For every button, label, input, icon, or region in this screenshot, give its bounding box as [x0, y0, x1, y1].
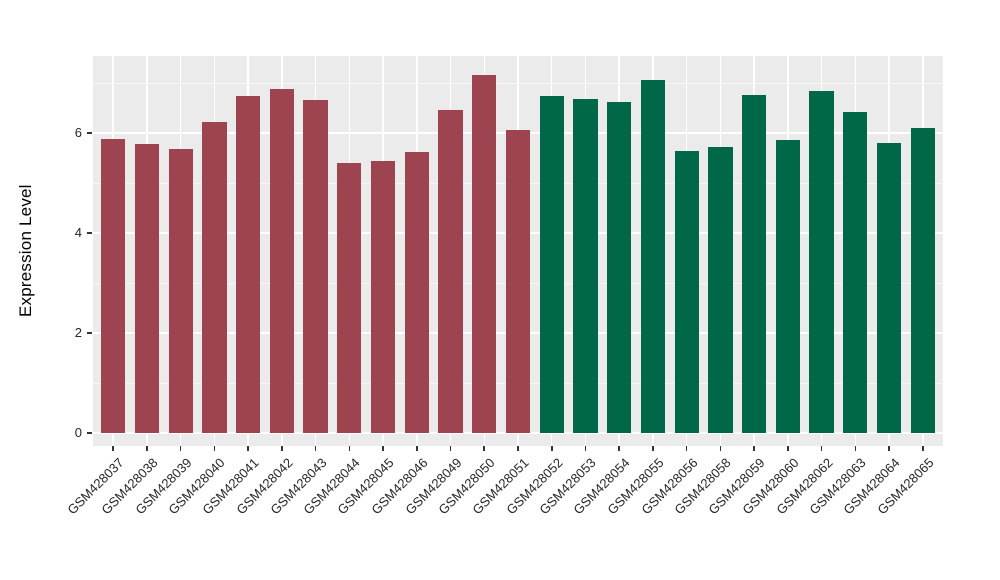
bar-GSM428062	[809, 91, 834, 433]
bar-GSM428064	[876, 142, 902, 433]
bar-GSM428045	[370, 160, 396, 433]
bar-GSM428053	[573, 98, 598, 433]
x-tick-mark	[348, 446, 351, 451]
x-tick-mark	[314, 446, 317, 451]
bar-GSM428040	[202, 121, 227, 433]
bar-GSM428051	[505, 130, 531, 433]
y-tick-label: 4	[74, 225, 82, 240]
x-tick-mark	[685, 446, 688, 451]
bar-GSM428058	[708, 146, 733, 433]
bar-GSM428059	[741, 94, 767, 433]
bar-GSM428044	[337, 162, 362, 433]
x-tick-mark	[281, 446, 283, 451]
x-tick-mark	[517, 446, 519, 451]
bar-GSM428063	[843, 111, 868, 433]
x-tick-mark	[247, 446, 249, 451]
x-tick-mark	[449, 446, 452, 451]
x-tick-mark	[787, 446, 789, 451]
bar-GSM428042	[269, 88, 295, 433]
y-tick-mark	[87, 132, 92, 134]
x-tick-mark	[550, 446, 553, 451]
x-tick-mark	[820, 446, 823, 451]
bar-GSM428060	[775, 139, 800, 433]
bar-GSM428043	[303, 100, 328, 433]
x-tick-mark	[921, 446, 924, 451]
x-tick-mark	[618, 446, 620, 451]
y-tick-label: 0	[74, 425, 82, 440]
x-tick-mark	[888, 446, 890, 451]
bar-GSM428056	[674, 151, 699, 433]
x-tick-mark	[382, 446, 384, 451]
bar-GSM428039	[168, 148, 193, 433]
y-tick-label: 2	[74, 325, 82, 340]
y-tick-mark	[87, 232, 92, 234]
y-tick-mark	[87, 332, 92, 334]
x-tick-mark	[652, 446, 654, 451]
x-tick-mark	[146, 446, 148, 451]
bar-GSM428065	[910, 128, 935, 433]
x-tick-mark	[753, 446, 755, 451]
bar-GSM428046	[404, 152, 429, 433]
bar-GSM428052	[539, 96, 564, 433]
bar-GSM428037	[101, 138, 126, 433]
x-tick-mark	[584, 446, 587, 451]
bar-GSM428041	[236, 96, 261, 433]
bar-GSM428055	[640, 80, 666, 433]
plot-panel	[93, 56, 943, 446]
x-tick-mark	[213, 446, 216, 451]
x-tick-mark	[179, 446, 182, 451]
bar-GSM428038	[134, 144, 160, 433]
y-tick-mark	[87, 432, 92, 434]
x-tick-mark	[483, 446, 486, 451]
x-tick-mark	[719, 446, 722, 451]
bar-GSM428050	[472, 74, 497, 433]
bar-GSM428054	[607, 102, 632, 433]
x-tick-mark	[854, 446, 857, 451]
y-axis-title: Expression Level	[16, 184, 35, 318]
y-tick-label: 6	[74, 125, 82, 140]
bar-GSM428049	[438, 109, 463, 433]
x-tick-mark	[112, 446, 115, 451]
x-tick-mark	[416, 446, 418, 451]
